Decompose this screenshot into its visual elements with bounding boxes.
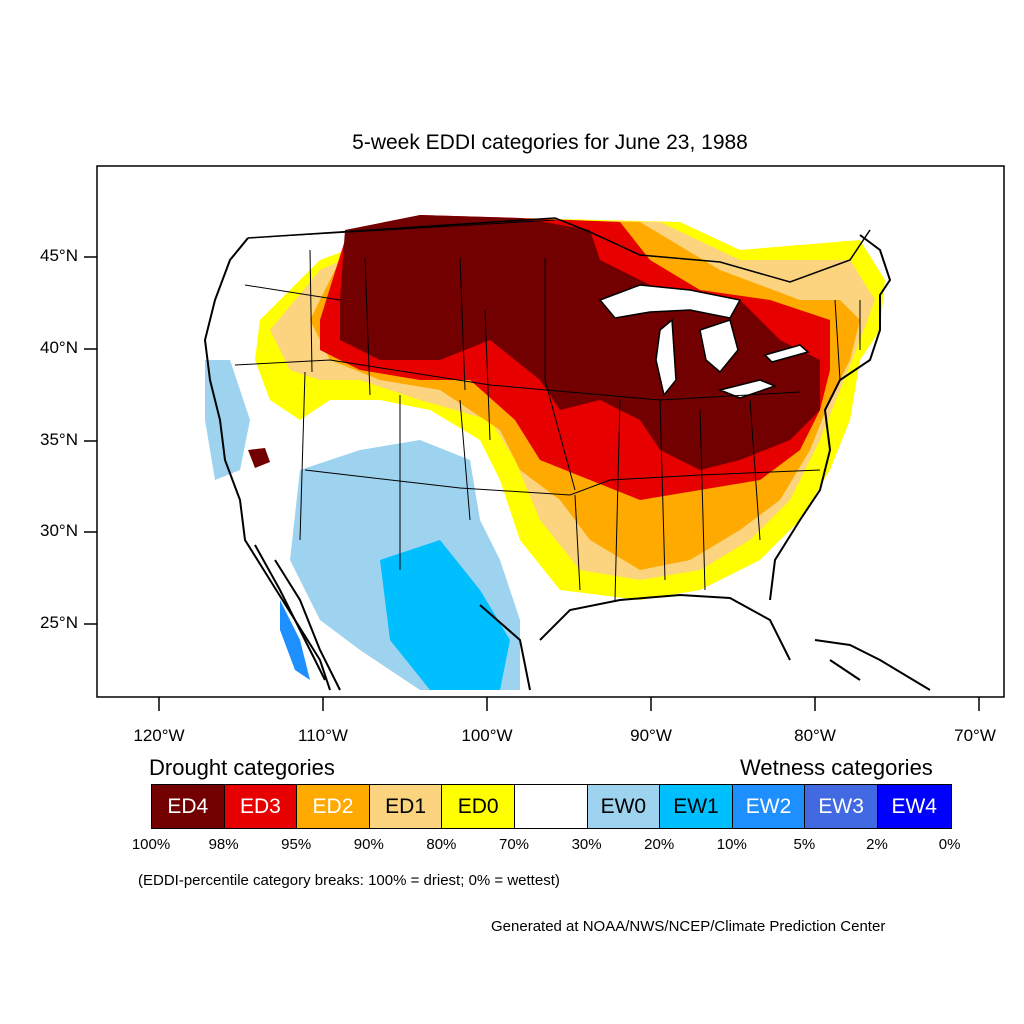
colorbar-cell-ed2: ED2 [297, 785, 370, 828]
percentile-label: 95% [281, 836, 312, 853]
category-colorbar: ED4 ED3 ED2 ED1 ED0 EW0 EW1 EW2 EW3 EW4 [151, 784, 952, 829]
lon-ticks [158, 697, 980, 711]
colorbar-cell-ed1: ED1 [369, 785, 443, 828]
mexico-coast [254, 544, 341, 691]
percentile-label: 98% [208, 836, 239, 853]
wet-region-ew0-west [205, 360, 250, 480]
wetness-heading: Wetness categories [740, 755, 933, 780]
lon-label-100: 100°W [461, 726, 513, 745]
colorbar-cell-ew2: EW2 [732, 785, 806, 828]
percentile-label: 80% [426, 836, 457, 853]
percentile-label: 10% [716, 836, 747, 853]
drought-heading: Drought categories [149, 755, 335, 780]
lat-label-25: 25°N [40, 613, 78, 632]
colorbar-cell-ew3: EW3 [805, 785, 878, 828]
percentile-label: 20% [644, 836, 675, 853]
map-title: 5-week EDDI categories for June 23, 1988 [352, 131, 748, 154]
colorbar-cell-neutral [514, 785, 588, 828]
percentile-label: 2% [866, 836, 888, 853]
lon-label-70: 70°W [954, 726, 996, 745]
drought-ed4 [340, 215, 820, 470]
wet-region-ew2 [280, 600, 310, 680]
colorbar-cell-ew4: EW4 [877, 785, 951, 828]
wet-region-ew1 [380, 540, 510, 690]
percentile-label: 0% [938, 836, 961, 853]
lon-label-80: 80°W [794, 726, 836, 745]
category-note: (EDDI-percentile category breaks: 100% =… [138, 872, 560, 889]
great-lakes [598, 284, 810, 399]
colorbar-cell-ew1: EW1 [660, 785, 733, 828]
percentile-label: 90% [353, 836, 384, 853]
state-boundaries [234, 219, 861, 601]
map-border [96, 165, 1005, 698]
percentile-label: 5% [793, 836, 816, 853]
lat-ticks [84, 256, 97, 625]
credit-line: Generated at NOAA/NWS/NCEP/Climate Predi… [491, 918, 886, 935]
east-coast [769, 234, 892, 601]
percentile-label: 70% [498, 836, 530, 853]
colorbar-cell-ed3: ED3 [224, 785, 298, 828]
gulf-coast [479, 593, 791, 691]
colorbar-cell-ed0: ED0 [442, 785, 515, 828]
lon-label-120: 120°W [133, 726, 185, 745]
lat-label-40: 40°N [40, 338, 78, 357]
colorbar-cell-ew0: EW0 [587, 785, 661, 828]
cuba [814, 639, 931, 691]
lat-label-45: 45°N [40, 246, 78, 265]
lon-label-110: 110°W [298, 726, 348, 745]
lat-label-30: 30°N [40, 521, 78, 540]
lat-label-35: 35°N [40, 430, 78, 449]
percentile-label: 100% [131, 836, 171, 853]
colorbar-cell-ed4: ED4 [152, 785, 225, 828]
lon-label-90: 90°W [630, 726, 672, 745]
drought-ed4-spot [248, 448, 270, 468]
canada-border [247, 217, 871, 283]
percentile-label: 30% [571, 836, 602, 853]
